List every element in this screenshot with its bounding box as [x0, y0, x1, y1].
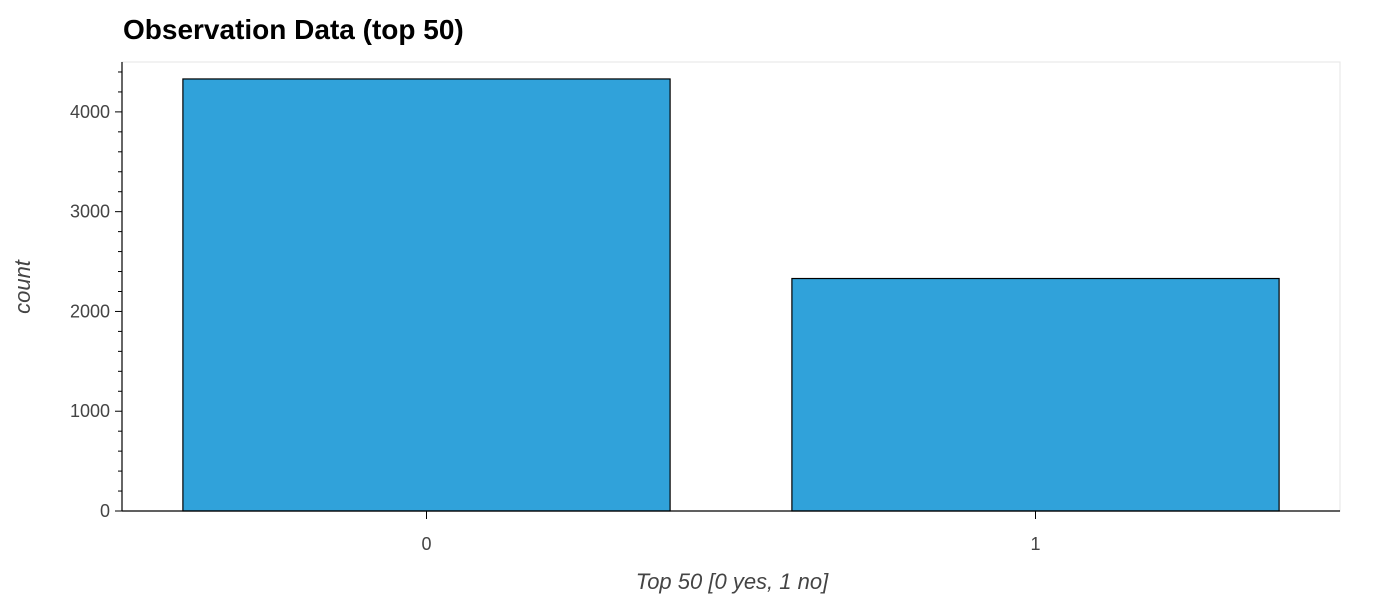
- bar-1: [791, 277, 1280, 512]
- chart-title: Observation Data (top 50): [123, 14, 464, 45]
- bar-0: [182, 78, 671, 512]
- y-tick-label: 1000: [70, 401, 110, 421]
- y-axis: 0 1000 2000 3000 4000: [70, 62, 123, 521]
- bars-group: [182, 78, 1280, 512]
- y-axis-label: count: [10, 259, 35, 314]
- y-tick-label: 4000: [70, 102, 110, 122]
- y-tick-label: 2000: [70, 301, 110, 321]
- x-tick-label: 0: [421, 534, 431, 554]
- x-axis-label: Top 50 [0 yes, 1 no]: [636, 569, 829, 594]
- y-tick-label: 0: [100, 501, 110, 521]
- y-tick-label: 3000: [70, 202, 110, 222]
- x-tick-label: 1: [1030, 534, 1040, 554]
